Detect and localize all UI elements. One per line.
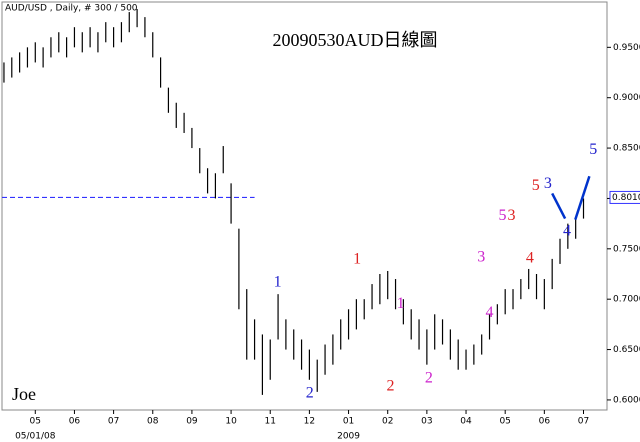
x-tick-label: 06	[69, 417, 81, 427]
wave-label: 3	[544, 175, 552, 192]
x-tick-label: 12	[304, 417, 315, 427]
wave-label: 5	[532, 177, 540, 194]
wave-label: 3	[507, 207, 515, 224]
chart-title: 20090530AUD日線圖	[273, 30, 438, 50]
x-tick-label: 08	[147, 417, 159, 427]
x-tick-label: 06	[539, 417, 551, 427]
wave-label: 1	[274, 274, 282, 291]
wave-label: 1	[353, 251, 361, 268]
wave-label: 4	[486, 304, 494, 321]
wave-label: 2	[425, 369, 433, 386]
wave-label: 2	[386, 378, 394, 395]
x-tick-label: 07	[108, 417, 119, 427]
wave-label: 4	[526, 250, 534, 267]
x-tick-label: 03	[421, 417, 432, 427]
x-tick-label: 10	[225, 417, 237, 427]
x-sub-label: 2009	[337, 432, 360, 442]
x-tick-label: 07	[578, 417, 589, 427]
projection-line	[574, 175, 591, 220]
chart-header: AUD/USD , Daily, # 300 / 500	[5, 4, 138, 14]
x-tick-label: 05	[30, 417, 41, 427]
current-price-label: 0.8010	[612, 193, 640, 203]
wave-label: 4	[563, 222, 571, 239]
projection-line	[551, 192, 567, 220]
x-tick-label: 01	[343, 417, 354, 427]
x-tick-label: 04	[460, 417, 472, 427]
wave-label: 3	[477, 249, 485, 266]
wave-label: 5	[589, 141, 597, 158]
x-tick-label: 09	[186, 417, 198, 427]
x-sub-label: 05/01/08	[15, 432, 56, 442]
signature: Joe	[12, 384, 36, 404]
wave-label: 5	[498, 207, 506, 224]
x-tick-label: 02	[382, 417, 393, 427]
wave-label: 2	[306, 385, 314, 402]
wave-label: 1	[397, 295, 405, 312]
x-tick-label: 11	[265, 417, 276, 427]
x-tick-label: 05	[499, 417, 510, 427]
plot-frame	[1, 1, 608, 411]
current-price-box	[609, 190, 640, 204]
